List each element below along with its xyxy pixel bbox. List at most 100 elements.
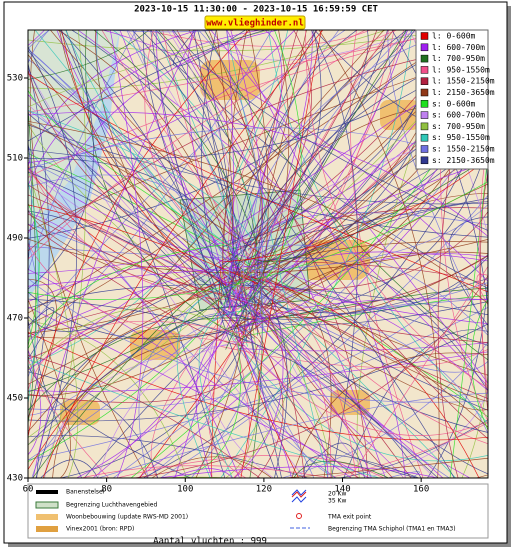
flight-track	[28, 89, 237, 250]
flight-track	[221, 302, 292, 478]
site-name: www.vlieghinder.nl	[206, 18, 304, 29]
key-label: Begrenzing Luchthavengebied	[66, 502, 157, 509]
flight-track	[258, 30, 290, 283]
flight-track	[28, 307, 55, 360]
flight-track	[28, 265, 254, 317]
legend-label: s: 700-950m	[432, 122, 485, 131]
y-tick-label: 450	[7, 394, 23, 404]
flight-track	[138, 311, 230, 478]
flight-track	[223, 201, 488, 289]
key-label: Woonbebouwing (update RWS-MD 2001)	[66, 514, 188, 521]
flight-track	[144, 30, 234, 248]
flight-track	[337, 419, 488, 478]
legend-label: s: 950-1550m	[432, 133, 490, 142]
land-north	[28, 30, 120, 230]
flight-track	[480, 171, 488, 418]
flight-track	[228, 30, 283, 271]
key-urban	[36, 514, 58, 520]
flight-track	[28, 111, 488, 237]
flight-track	[28, 359, 381, 478]
flight-track	[154, 476, 233, 478]
flight-track	[221, 268, 333, 478]
flight-track	[256, 263, 488, 310]
flight-track	[220, 30, 248, 304]
flight-track	[210, 30, 488, 384]
flight-track	[28, 345, 258, 403]
flight-track	[225, 30, 408, 350]
flight-track	[28, 213, 488, 343]
x-tick-label: 160	[413, 485, 429, 495]
legend-label: l: 700-950m	[432, 54, 485, 63]
legend-swatch	[420, 32, 429, 40]
flight-track	[28, 318, 83, 478]
flight-track	[28, 65, 255, 339]
flight-track	[208, 295, 275, 478]
flight-track	[28, 260, 258, 393]
flight-track	[28, 30, 367, 260]
y-tick-label: 430	[7, 474, 23, 484]
flight-track	[28, 46, 78, 478]
flight-track	[229, 256, 488, 314]
y-tick-label: 510	[7, 154, 23, 164]
flight-track	[29, 30, 149, 478]
flight-track	[28, 242, 252, 344]
flight-track	[249, 30, 313, 294]
flight-track	[28, 104, 223, 320]
flight-track	[65, 30, 233, 249]
flight-track	[159, 194, 488, 478]
flight-track	[195, 308, 247, 478]
flight-track	[471, 298, 488, 431]
flight-track	[36, 305, 243, 478]
flight-track	[28, 30, 281, 235]
flight-track	[222, 157, 488, 263]
flight-track	[142, 30, 223, 305]
flight-track	[28, 307, 240, 371]
flight-track	[155, 466, 439, 478]
flight-track	[28, 277, 488, 403]
legend-label: s: 2150-3650m	[432, 156, 495, 165]
legend-swatch	[420, 111, 429, 119]
flight-track	[28, 30, 250, 440]
flight-track	[197, 30, 263, 324]
y-tick-label: 530	[7, 74, 23, 84]
flight-track	[176, 285, 242, 478]
flight-track	[222, 30, 322, 248]
legend-label: s: 0-600m	[432, 99, 476, 108]
flight-track	[28, 357, 110, 478]
flight-track	[226, 30, 408, 317]
key-box	[27, 483, 489, 539]
flight-track	[166, 30, 245, 284]
flight-track	[172, 30, 488, 231]
flight-track	[28, 364, 192, 478]
flight-track	[96, 30, 232, 250]
flight-track	[208, 325, 249, 478]
flight-track	[28, 274, 253, 461]
flight-track	[230, 298, 488, 334]
flight-track	[28, 146, 488, 334]
legend-swatch	[420, 66, 429, 74]
flight-track	[28, 291, 255, 340]
flight-track	[28, 30, 289, 366]
flight-track	[252, 259, 488, 287]
flight-track	[101, 30, 260, 258]
x-tick-label: 80	[101, 485, 112, 495]
flight-track	[208, 30, 263, 241]
key-runway	[36, 490, 58, 494]
flight-track	[28, 331, 488, 441]
x-tick-label: 60	[23, 485, 34, 495]
flight-track	[222, 291, 488, 435]
flight-track	[226, 330, 315, 478]
flight-track	[28, 306, 370, 478]
flight-track	[28, 30, 385, 433]
flight-track	[28, 53, 488, 376]
site-badge	[204, 15, 306, 30]
flight-track	[28, 49, 488, 238]
flight-track	[391, 30, 488, 310]
legend-swatch	[420, 54, 429, 63]
flight-track	[42, 30, 324, 478]
flight-track	[143, 30, 372, 47]
key-noise-icon	[291, 491, 307, 498]
flight-track	[28, 30, 263, 187]
flight-track	[249, 254, 488, 319]
